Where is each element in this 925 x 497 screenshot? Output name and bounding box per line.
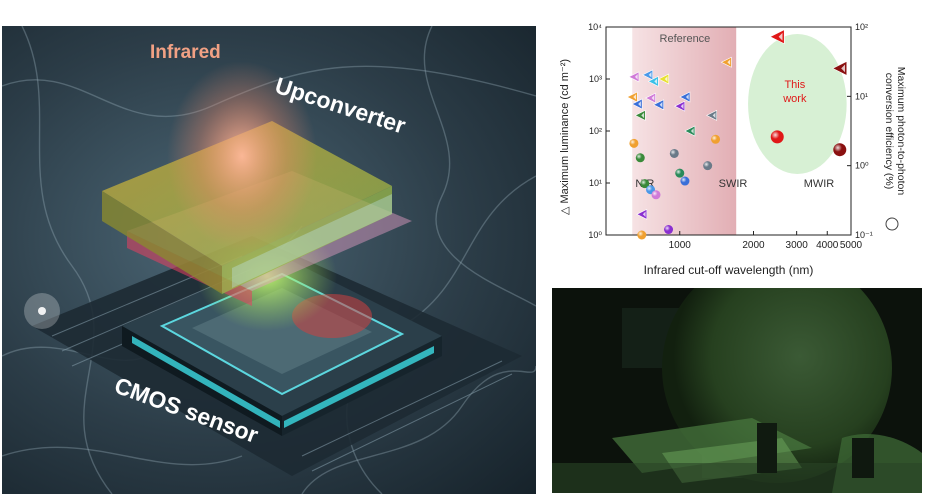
triangle-marker-highlight bbox=[685, 94, 689, 100]
triangle-marker bbox=[706, 109, 717, 121]
this-work-annotation-line1: This bbox=[784, 79, 805, 91]
illustration-graphic bbox=[2, 26, 536, 494]
triangle-marker-highlight bbox=[659, 101, 663, 108]
circle-marker-highlight bbox=[711, 134, 721, 144]
chart-svg: 1000 2000 3000 4000 5000 10⁰ 10¹ 10² 10³ 10⁴ 10⁻¹ 1… bbox=[559, 22, 907, 277]
infrared-label: Infrared bbox=[150, 42, 221, 63]
circle-marker-highlight bbox=[703, 161, 713, 171]
triangle-marker bbox=[769, 29, 785, 45]
y-right-tick-label: 10⁻¹ bbox=[855, 230, 873, 240]
infrared-beam bbox=[167, 61, 317, 251]
y-right-tick-label: 10⁰ bbox=[855, 161, 869, 171]
y-left-tick-label: 10⁴ bbox=[588, 22, 602, 32]
circle-marker-highlight bbox=[635, 153, 645, 163]
triangle-marker bbox=[634, 109, 646, 121]
triangle-marker-highlight bbox=[638, 101, 641, 107]
circle-marker-highlight bbox=[833, 143, 847, 157]
y-right-axis-label-line2: conversion efficiency (%) bbox=[883, 73, 895, 190]
triangle-marker bbox=[636, 208, 648, 220]
upconversion-image-graphic bbox=[552, 288, 922, 493]
circle-marker-highlight bbox=[680, 176, 690, 186]
triangle-marker-highlight bbox=[648, 72, 652, 78]
luminance-wavelength-chart: 1000 2000 3000 4000 5000 10⁰ 10¹ 10² 10³ 10⁴ 10⁻¹ 1… bbox=[546, 2, 925, 284]
triangle-marker bbox=[642, 69, 654, 81]
triangle-marker-highlight bbox=[641, 112, 645, 119]
x-tick-label: 1000 bbox=[669, 240, 692, 251]
triangle-marker-highlight bbox=[778, 32, 783, 41]
circle-marker-highlight bbox=[669, 148, 679, 158]
triangle-marker bbox=[658, 73, 670, 85]
circle-marker-highlight bbox=[651, 190, 661, 200]
triangle-marker-highlight bbox=[633, 94, 637, 100]
triangle-marker bbox=[679, 91, 691, 103]
x-tick-label: 2000 bbox=[742, 240, 765, 251]
triangle-marker-highlight bbox=[642, 211, 646, 218]
triangle-marker-highlight bbox=[690, 128, 694, 134]
circle-marker-legend bbox=[885, 217, 899, 231]
y-right-tick-label: 10¹ bbox=[855, 91, 868, 101]
triangle-marker-highlight bbox=[654, 78, 658, 85]
mwir-annotation: MWIR bbox=[804, 178, 835, 190]
triangle-marker bbox=[684, 125, 696, 137]
triangle-marker bbox=[832, 60, 848, 76]
circle-marker-highlight bbox=[640, 179, 650, 189]
y-right-axis-label: Maximum photon-to-photon bbox=[895, 67, 907, 196]
x-tick-label: 3000 bbox=[786, 240, 809, 251]
triangle-marker-highlight bbox=[712, 112, 716, 119]
y-left-axis-label: △ Maximum luminance (cd m⁻²) bbox=[559, 59, 571, 215]
triangle-marker-highlight bbox=[651, 95, 655, 101]
y-left-tick-label: 10³ bbox=[589, 74, 602, 84]
triangle-marker-highlight bbox=[680, 103, 684, 109]
upconversion-image bbox=[552, 288, 922, 493]
triangle-marker bbox=[720, 56, 732, 68]
triangle-marker bbox=[644, 92, 656, 104]
circle-marker-highlight bbox=[675, 168, 685, 178]
triangle-marker bbox=[647, 75, 659, 87]
circle-marker-highlight bbox=[629, 138, 639, 148]
circle-marker-highlight bbox=[664, 225, 674, 235]
x-tick-label: 4000 bbox=[816, 240, 839, 251]
triangle-marker-highlight bbox=[634, 74, 638, 80]
triangle-marker-highlight bbox=[664, 76, 668, 82]
triangle-marker bbox=[626, 91, 638, 103]
x-axis-label: Infrared cut-off wavelength (nm) bbox=[644, 263, 814, 277]
upconverter-illustration: Infrared Upconverter CMOS sensor bbox=[2, 26, 536, 494]
triangle-marker bbox=[631, 98, 643, 110]
triangle-marker bbox=[674, 100, 686, 112]
y-left-tick-label: 10² bbox=[589, 126, 602, 136]
triangle-marker-highlight bbox=[727, 59, 731, 65]
y-left-tick-label: 10⁰ bbox=[588, 230, 602, 240]
y-right-tick-label: 10² bbox=[855, 22, 868, 32]
triangle-marker bbox=[628, 71, 640, 83]
swir-annotation: SWIR bbox=[719, 178, 748, 190]
reference-annotation: Reference bbox=[660, 33, 711, 45]
triangle-marker bbox=[652, 99, 664, 111]
y-left-tick-label: 10¹ bbox=[589, 178, 602, 188]
x-tick-label: 5000 bbox=[840, 240, 863, 251]
circle-marker-highlight bbox=[637, 230, 647, 240]
triangle-marker-highlight bbox=[841, 64, 846, 73]
circle-marker-highlight bbox=[770, 130, 784, 144]
this-work-annotation-line2: work bbox=[782, 93, 807, 105]
